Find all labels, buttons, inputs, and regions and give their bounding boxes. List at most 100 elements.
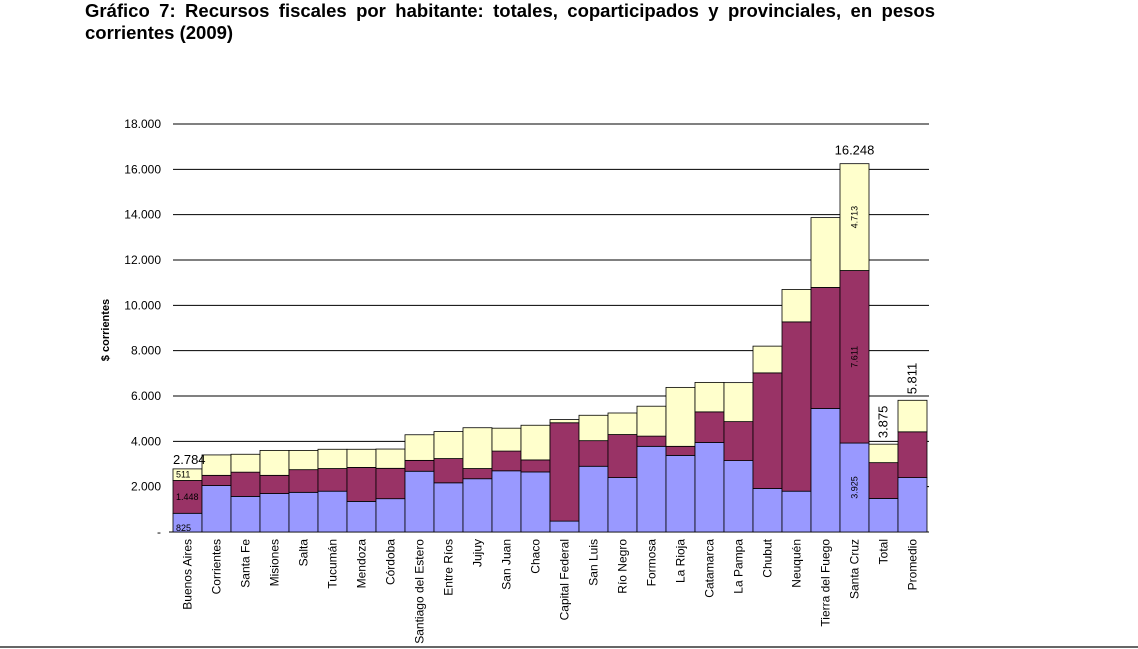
bar-segment-middle [520,459,551,473]
bar-segment-middle [694,411,725,443]
x-tick-label: Formosa [645,539,659,587]
bar-segment-middle [375,467,406,500]
bars [172,163,928,533]
bar-segment-bottom [520,471,551,533]
x-tick-label: La Pampa [732,539,746,594]
y-tick-label: - [157,525,161,539]
x-tick-label: Promedio [906,539,920,591]
bar-segment-middle [781,321,812,492]
bar-segment-bottom [433,482,464,533]
bar-segment-middle [839,270,870,444]
total-data-label: 2.784 [173,452,206,467]
bar-segment-middle [317,468,348,492]
bar-segment-top [607,412,638,435]
bar-segment-middle [810,287,841,409]
x-tick-label: Chaco [529,539,543,574]
bar-segment-bottom [201,485,232,533]
segment-data-label: 511 [176,470,190,480]
bar-segment-top [201,454,232,476]
bar-segment-middle [636,435,667,447]
bar-segment-bottom [578,465,609,533]
bar-segment-bottom [752,488,783,533]
bar-segment-top [839,163,870,271]
segment-data-label: 3.925 [850,476,860,499]
x-tick-label: Capital Federal [558,539,572,620]
bar-segment-middle [230,471,261,497]
segment-data-label: 7.611 [850,346,860,368]
x-tick-label: Córdoba [384,539,398,585]
bar-segment-top [694,381,725,413]
total-data-label: 5.811 [905,363,920,395]
x-tick-label: Santiago del Estero [413,539,427,644]
segment-data-label: 4.713 [850,206,860,229]
bar-segment-bottom [346,500,377,533]
bar-segment-bottom [491,470,522,533]
x-tick-label: Río Negro [616,539,630,594]
total-data-label: 3.875 [876,406,891,439]
x-tick-label: Mendoza [355,539,369,589]
bar-segment-top [520,424,551,461]
y-tick-label: 4.000 [131,434,161,448]
bar-segment-bottom [897,477,928,533]
x-tick-label: Misiones [268,539,282,586]
y-tick-label: 8.000 [131,344,161,358]
x-tick-label: Neuquén [790,539,804,588]
bar-segment-bottom [375,498,406,533]
y-axis: - 2.000 4.000 6.000 8.000 10.000 12.000 14.000 1… [100,117,929,539]
bar-segment-bottom [636,445,667,533]
bar-segment-top [781,289,812,323]
bar-segment-middle [578,440,609,467]
bar-segment-top [578,414,609,442]
bar-segment-middle [723,421,754,462]
bar-segment-bottom [288,491,319,533]
bar-segment-top [230,453,261,473]
bar-segment-top [665,386,696,447]
bar-segment-middle [462,468,493,480]
bar-segment-top [897,399,928,433]
bar-segment-top [636,405,667,437]
bar-segment-bottom [230,496,261,533]
x-tick-label: San Luis [587,539,601,586]
bar-segment-top [317,448,348,469]
bar-segment-top [404,434,435,461]
x-tick-label: Jujuy [471,539,485,567]
y-tick-label: 12.000 [124,253,161,267]
bar-segment-top [752,345,783,374]
bar-segment-top [462,427,493,469]
segment-data-label: 1.448 [176,492,199,502]
bar-segment-bottom [810,408,841,533]
x-tick-label: Santa Fe [239,539,253,588]
bar-segment-middle [752,372,783,489]
bar-segment-top [491,427,522,452]
bar-segment-top [433,431,464,459]
bar-segment-bottom [868,498,899,533]
bar-segment-middle [868,462,899,499]
y-axis-label: $ corrientes [100,299,112,361]
y-tick-label: 18.000 [124,117,161,131]
bar-segment-top [868,443,899,464]
bar-segment-bottom [462,478,493,533]
x-tick-label: Tucumán [326,539,340,589]
segment-data-label: 825 [176,523,191,533]
bar-segment-top [346,448,377,468]
x-tick-label: Salta [297,539,311,567]
bar-segment-top [810,217,841,288]
x-tick-label: San Juan [500,539,514,590]
total-data-label: 16.248 [835,143,875,158]
y-tick-label: 10.000 [124,298,161,312]
bar-segment-middle [665,445,696,456]
x-tick-label: Chubut [761,538,775,577]
bar-segment-top [723,382,754,423]
bar-segment-middle [201,474,232,486]
bar-segment-top [549,419,580,424]
x-tick-label: La Rioja [674,539,688,583]
x-axis-categories: Buenos Aires Corrientes Santa Fe Misiones Sa… [181,538,920,643]
bar-segment-bottom [549,520,580,533]
y-tick-label: 14.000 [124,208,161,222]
bar-segment-top [288,449,319,471]
x-tick-label: Catamarca [703,539,717,598]
bar-segment-middle [172,480,203,514]
x-tick-label: Entre Ríos [442,539,456,596]
y-tick-label: 6.000 [131,389,161,403]
